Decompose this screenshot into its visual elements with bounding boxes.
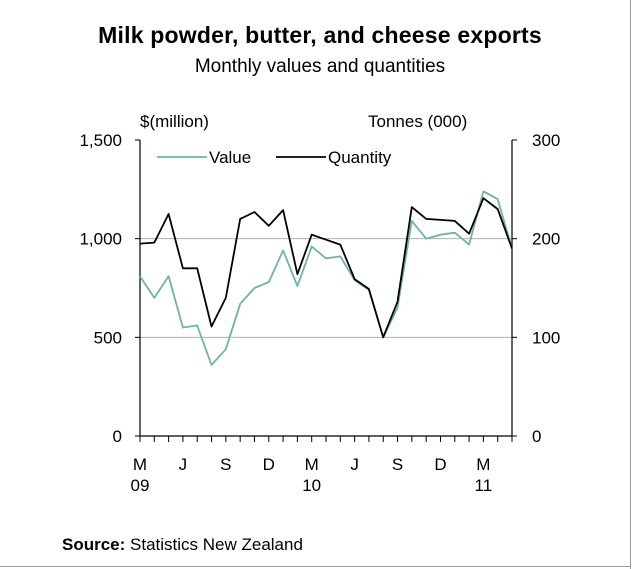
y-left-tick-label: 0: [113, 427, 122, 446]
y-right-tick-label: 300: [532, 131, 560, 150]
x-tick-label-year: 10: [302, 476, 321, 495]
x-tick-label-month: S: [392, 455, 403, 474]
y-left-tick-label: 1,000: [79, 230, 122, 249]
x-tick-label-month: M: [133, 455, 147, 474]
y-right-tick-label: 0: [532, 427, 541, 446]
x-tick-label-month: D: [263, 455, 275, 474]
x-tick-label-month: M: [476, 455, 490, 474]
legend-label-value: Value: [209, 148, 251, 167]
source-prefix: Source:: [62, 535, 126, 554]
x-tick-label-year: 09: [131, 476, 150, 495]
y-right-axis-label: Tonnes (000): [368, 112, 468, 131]
y-right-tick-label: 200: [532, 230, 560, 249]
frame-edge-right: [630, 0, 631, 569]
chart-subtitle: Monthly values and quantities: [194, 56, 446, 77]
legend-label-quantity: Quantity: [328, 148, 392, 167]
x-tick-label-month: D: [434, 455, 446, 474]
frame-edge-bottom: [0, 566, 631, 567]
series-line-quantity: [139, 197, 513, 339]
y-right-tick-label: 100: [532, 328, 560, 347]
x-tick-label-month: J: [179, 455, 188, 474]
source-note: Source: Statistics New Zealand: [62, 535, 303, 555]
x-tick-label-month: M: [305, 455, 319, 474]
series-line-value: [139, 190, 513, 366]
source-name: Statistics New Zealand: [125, 535, 303, 554]
y-left-tick-label: 1,500: [79, 131, 122, 150]
x-tick-label-year: 11: [475, 476, 493, 495]
x-tick-label-month: J: [350, 455, 359, 474]
chart-title: Milk powder, butter, and cheese exports: [98, 22, 542, 48]
y-left-axis-label: $(million): [140, 112, 209, 131]
y-left-tick-label: 500: [94, 328, 122, 347]
x-tick-label-month: S: [220, 455, 231, 474]
